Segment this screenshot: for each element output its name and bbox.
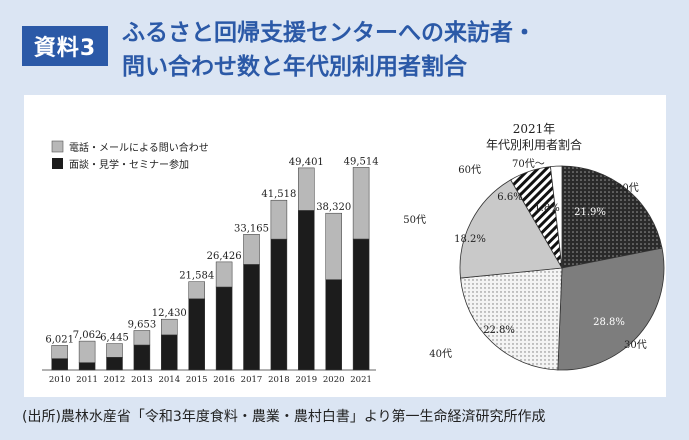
bar-phone-mail-2011: [78, 340, 96, 363]
pie-category-label-2: 40代: [429, 348, 452, 360]
bar-phone-mail-2017: [243, 234, 260, 265]
pie-percent-label-5: 1.8%: [534, 203, 559, 214]
bar-visit-2015: [188, 298, 205, 371]
chart-panel: 電話・メールによる問い合わせ 面談・見学・セミナー参加 6,021 2010 7,0…: [24, 95, 666, 397]
x-tick-label-2011: 2011: [76, 375, 98, 385]
bar-total-label-2013: 9,653: [128, 320, 157, 331]
pie-percent-label-3: 18.2%: [454, 234, 486, 245]
bar-phone-mail-2013: [133, 330, 151, 346]
x-tick-label-2012: 2012: [104, 375, 126, 385]
bar-phone-mail-2019: [298, 167, 315, 211]
bar-phone-mail-2015: [188, 281, 205, 300]
chart-canvas: 電話・メールによる問い合わせ 面談・見学・セミナー参加 6,021 2010 7,0…: [42, 122, 665, 385]
pie-slice-2: [460, 267, 563, 371]
x-tick-label-2020: 2020: [323, 375, 345, 385]
bar-phone-mail-2018: [270, 199, 288, 240]
pie-chart: 21.9% 〜20代 28.8% 30代 22.8% 40代 18.2% 50代 6.6% 60代…: [403, 158, 665, 371]
pie-percent-label-0: 21.9%: [574, 207, 606, 218]
pie-category-label-3: 50代: [403, 214, 426, 226]
bar-visit-2021: [352, 238, 370, 371]
page-title: ふるさと回帰支援センターへの来訪者・ 問い合わせ数と年代別利用者割合: [122, 16, 682, 84]
x-tick-label-2013: 2013: [131, 375, 153, 385]
bar-visit-2010: [51, 358, 68, 371]
legend-label-visit: 面談・見学・セミナー参加: [69, 158, 189, 171]
bar-phone-mail-2010: [51, 345, 68, 359]
bar-phone-mail-2020: [325, 212, 342, 280]
bar-total-label-2018: 41,518: [261, 189, 296, 200]
page-title-line-1: ふるさと回帰支援センターへの来訪者・: [122, 20, 536, 46]
pie-slice-0: [561, 165, 663, 269]
bar-total-label-2016: 26,426: [207, 251, 242, 262]
pie-category-label-5: 70代〜: [512, 158, 545, 170]
bar-visit-2014: [161, 334, 178, 371]
x-tick-label-2010: 2010: [49, 375, 71, 385]
legend-label-phone-mail: 電話・メールによる問い合わせ: [69, 141, 209, 154]
pie-title-line-1: 2021年: [513, 122, 556, 136]
bar-total-label-2012: 6,445: [100, 333, 129, 344]
bar-visit-2013: [133, 344, 151, 371]
pie-percent-label-2: 22.8%: [483, 325, 515, 336]
pie-slice-5: [550, 165, 563, 269]
bar-total-label-2021: 49,514: [344, 156, 379, 167]
legend-swatch-visit: [52, 158, 63, 169]
bar-chart: 6,021 2010 7,062 2011 6,445 2012 9,653 2013 12,4…: [45, 156, 378, 385]
x-tick-label-2014: 2014: [158, 375, 180, 385]
pie-title-line-2: 年代別利用者割合: [486, 137, 582, 152]
bar-phone-mail-2014: [161, 318, 178, 336]
bar-visit-2019: [298, 210, 315, 371]
bar-total-label-2015: 21,584: [179, 271, 214, 282]
source-note: (出所)農林水産省「令和3年度食料・農業・農村白書」より第一生命経済研究所作成: [22, 409, 546, 425]
x-tick-label-2021: 2021: [350, 375, 372, 385]
bar-visit-2016: [215, 286, 233, 371]
pie-percent-label-1: 28.8%: [593, 317, 625, 328]
bar-visit-2018: [270, 238, 288, 371]
header: 資料3 ふるさと回帰支援センターへの来訪者・ 問い合わせ数と年代別利用者割合: [0, 0, 689, 92]
pie-category-label-4: 60代: [458, 164, 481, 176]
document-badge: 資料3: [22, 26, 108, 66]
bar-visit-2017: [243, 264, 260, 371]
bar-visit-2011: [78, 362, 96, 371]
legend-swatch-phone-mail: [51, 140, 64, 153]
bar-visit-2012: [106, 357, 123, 371]
page-title-line-2: 問い合わせ数と年代別利用者割合: [122, 54, 467, 80]
x-tick-label-2015: 2015: [186, 375, 208, 385]
bar-legend: 電話・メールによる問い合わせ 面談・見学・セミナー参加: [51, 140, 209, 171]
bar-total-label-2011: 7,062: [73, 330, 102, 341]
pie-percent-label-4: 6.6%: [497, 192, 522, 203]
pie-slice-1: [557, 247, 665, 371]
x-tick-label-2017: 2017: [241, 375, 263, 385]
bar-total-label-2017: 33,165: [234, 223, 269, 234]
bar-total-label-2014: 12,430: [152, 308, 187, 319]
bar-total-label-2020: 38,320: [316, 202, 351, 213]
x-tick-label-2018: 2018: [268, 375, 290, 385]
x-tick-label-2016: 2016: [213, 375, 235, 385]
bar-total-label-2019: 49,401: [289, 157, 324, 168]
pie-category-label-1: 30代: [624, 339, 647, 351]
bar-total-label-2010: 6,021: [45, 334, 74, 345]
pie-category-label-0: 〜20代: [606, 182, 639, 194]
bar-phone-mail-2012: [106, 343, 123, 358]
bar-phone-mail-2021: [352, 167, 370, 240]
bar-visit-2020: [325, 279, 342, 371]
pie-slice-3: [459, 179, 563, 279]
x-tick-label-2019: 2019: [295, 375, 317, 385]
bar-phone-mail-2016: [215, 261, 233, 288]
